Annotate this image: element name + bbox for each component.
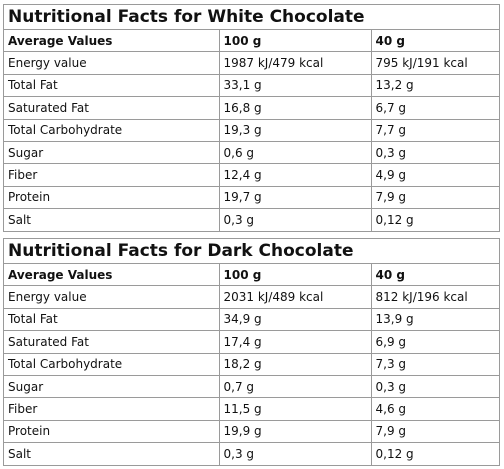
value-40g: 795 kJ/191 kcal (370, 51, 499, 75)
nutrition-grid: Average Values 100 g 40 g Energy value 2… (4, 264, 499, 465)
value-40g: 4,9 g (370, 163, 499, 187)
value-40g: 13,9 g (370, 307, 499, 332)
value-40g: 7,9 g (370, 185, 499, 210)
value-100g: 0,6 g (218, 140, 372, 165)
nutrient-name: Total Carbohydrate (4, 352, 220, 376)
column-header: 40 g (370, 264, 499, 287)
nutrition-grid: Average Values 100 g 40 g Energy value 1… (4, 30, 499, 231)
value-100g: 17,4 g (218, 330, 372, 354)
white-chocolate-nutrition-table: Nutritional Facts for White Chocolate Av… (3, 4, 500, 232)
nutrient-name: Fiber (4, 397, 220, 421)
header-row: Average Values 100 g 40 g (4, 264, 499, 287)
table-row: Total Fat 33,1 g 13,2 g (4, 73, 499, 98)
value-40g: 0,12 g (370, 442, 499, 465)
column-header: 100 g (218, 264, 372, 287)
value-100g: 1987 kJ/479 kcal (218, 51, 372, 75)
value-100g: 12,4 g (218, 163, 372, 187)
value-40g: 7,9 g (370, 419, 499, 444)
table-row: Fiber 12,4 g 4,9 g (4, 163, 499, 187)
value-100g: 34,9 g (218, 307, 372, 332)
value-40g: 7,3 g (370, 352, 499, 376)
nutrient-name: Salt (4, 442, 220, 465)
table-row: Sugar 0,6 g 0,3 g (4, 140, 499, 165)
dark-chocolate-nutrition-table: Nutritional Facts for Dark Chocolate Ave… (3, 238, 500, 466)
value-100g: 19,3 g (218, 118, 372, 142)
table-row: Salt 0,3 g 0,12 g (4, 208, 499, 231)
table-row: Saturated Fat 16,8 g 6,7 g (4, 96, 499, 120)
nutrient-name: Saturated Fat (4, 96, 220, 120)
value-100g: 2031 kJ/489 kcal (218, 285, 372, 309)
value-100g: 11,5 g (218, 397, 372, 421)
table-row: Energy value 1987 kJ/479 kcal 795 kJ/191… (4, 51, 499, 75)
column-header: 40 g (370, 30, 499, 53)
table-row: Total Carbohydrate 19,3 g 7,7 g (4, 118, 499, 142)
nutrient-name: Total Carbohydrate (4, 118, 220, 142)
value-100g: 0,3 g (218, 208, 372, 231)
table-title: Nutritional Facts for Dark Chocolate (4, 239, 499, 264)
column-header: Average Values (4, 264, 220, 287)
table-row: Sugar 0,7 g 0,3 g (4, 374, 499, 399)
nutrient-name: Fiber (4, 163, 220, 187)
nutrient-name: Sugar (4, 140, 220, 165)
value-40g: 6,9 g (370, 330, 499, 354)
nutrient-name: Protein (4, 419, 220, 444)
value-100g: 0,7 g (218, 374, 372, 399)
value-40g: 0,3 g (370, 140, 499, 165)
nutrient-name: Total Fat (4, 73, 220, 98)
nutrient-name: Energy value (4, 51, 220, 75)
nutrient-name: Saturated Fat (4, 330, 220, 354)
nutrient-name: Protein (4, 185, 220, 210)
value-40g: 13,2 g (370, 73, 499, 98)
value-40g: 0,3 g (370, 374, 499, 399)
value-40g: 4,6 g (370, 397, 499, 421)
table-row: Energy value 2031 kJ/489 kcal 812 kJ/196… (4, 285, 499, 309)
value-40g: 6,7 g (370, 96, 499, 120)
table-row: Protein 19,9 g 7,9 g (4, 419, 499, 444)
table-row: Total Carbohydrate 18,2 g 7,3 g (4, 352, 499, 376)
value-40g: 0,12 g (370, 208, 499, 231)
column-header: Average Values (4, 30, 220, 53)
value-100g: 18,2 g (218, 352, 372, 376)
value-100g: 33,1 g (218, 73, 372, 98)
value-40g: 7,7 g (370, 118, 499, 142)
table-row: Protein 19,7 g 7,9 g (4, 185, 499, 210)
table-row: Salt 0,3 g 0,12 g (4, 442, 499, 465)
table-title: Nutritional Facts for White Chocolate (4, 5, 499, 30)
value-100g: 19,7 g (218, 185, 372, 210)
table-row: Saturated Fat 17,4 g 6,9 g (4, 330, 499, 354)
nutrient-name: Sugar (4, 374, 220, 399)
nutrient-name: Salt (4, 208, 220, 231)
value-100g: 16,8 g (218, 96, 372, 120)
table-row: Fiber 11,5 g 4,6 g (4, 397, 499, 421)
value-40g: 812 kJ/196 kcal (370, 285, 499, 309)
nutrient-name: Energy value (4, 285, 220, 309)
column-header: 100 g (218, 30, 372, 53)
nutrient-name: Total Fat (4, 307, 220, 332)
value-100g: 0,3 g (218, 442, 372, 465)
table-row: Total Fat 34,9 g 13,9 g (4, 307, 499, 332)
header-row: Average Values 100 g 40 g (4, 30, 499, 53)
value-100g: 19,9 g (218, 419, 372, 444)
